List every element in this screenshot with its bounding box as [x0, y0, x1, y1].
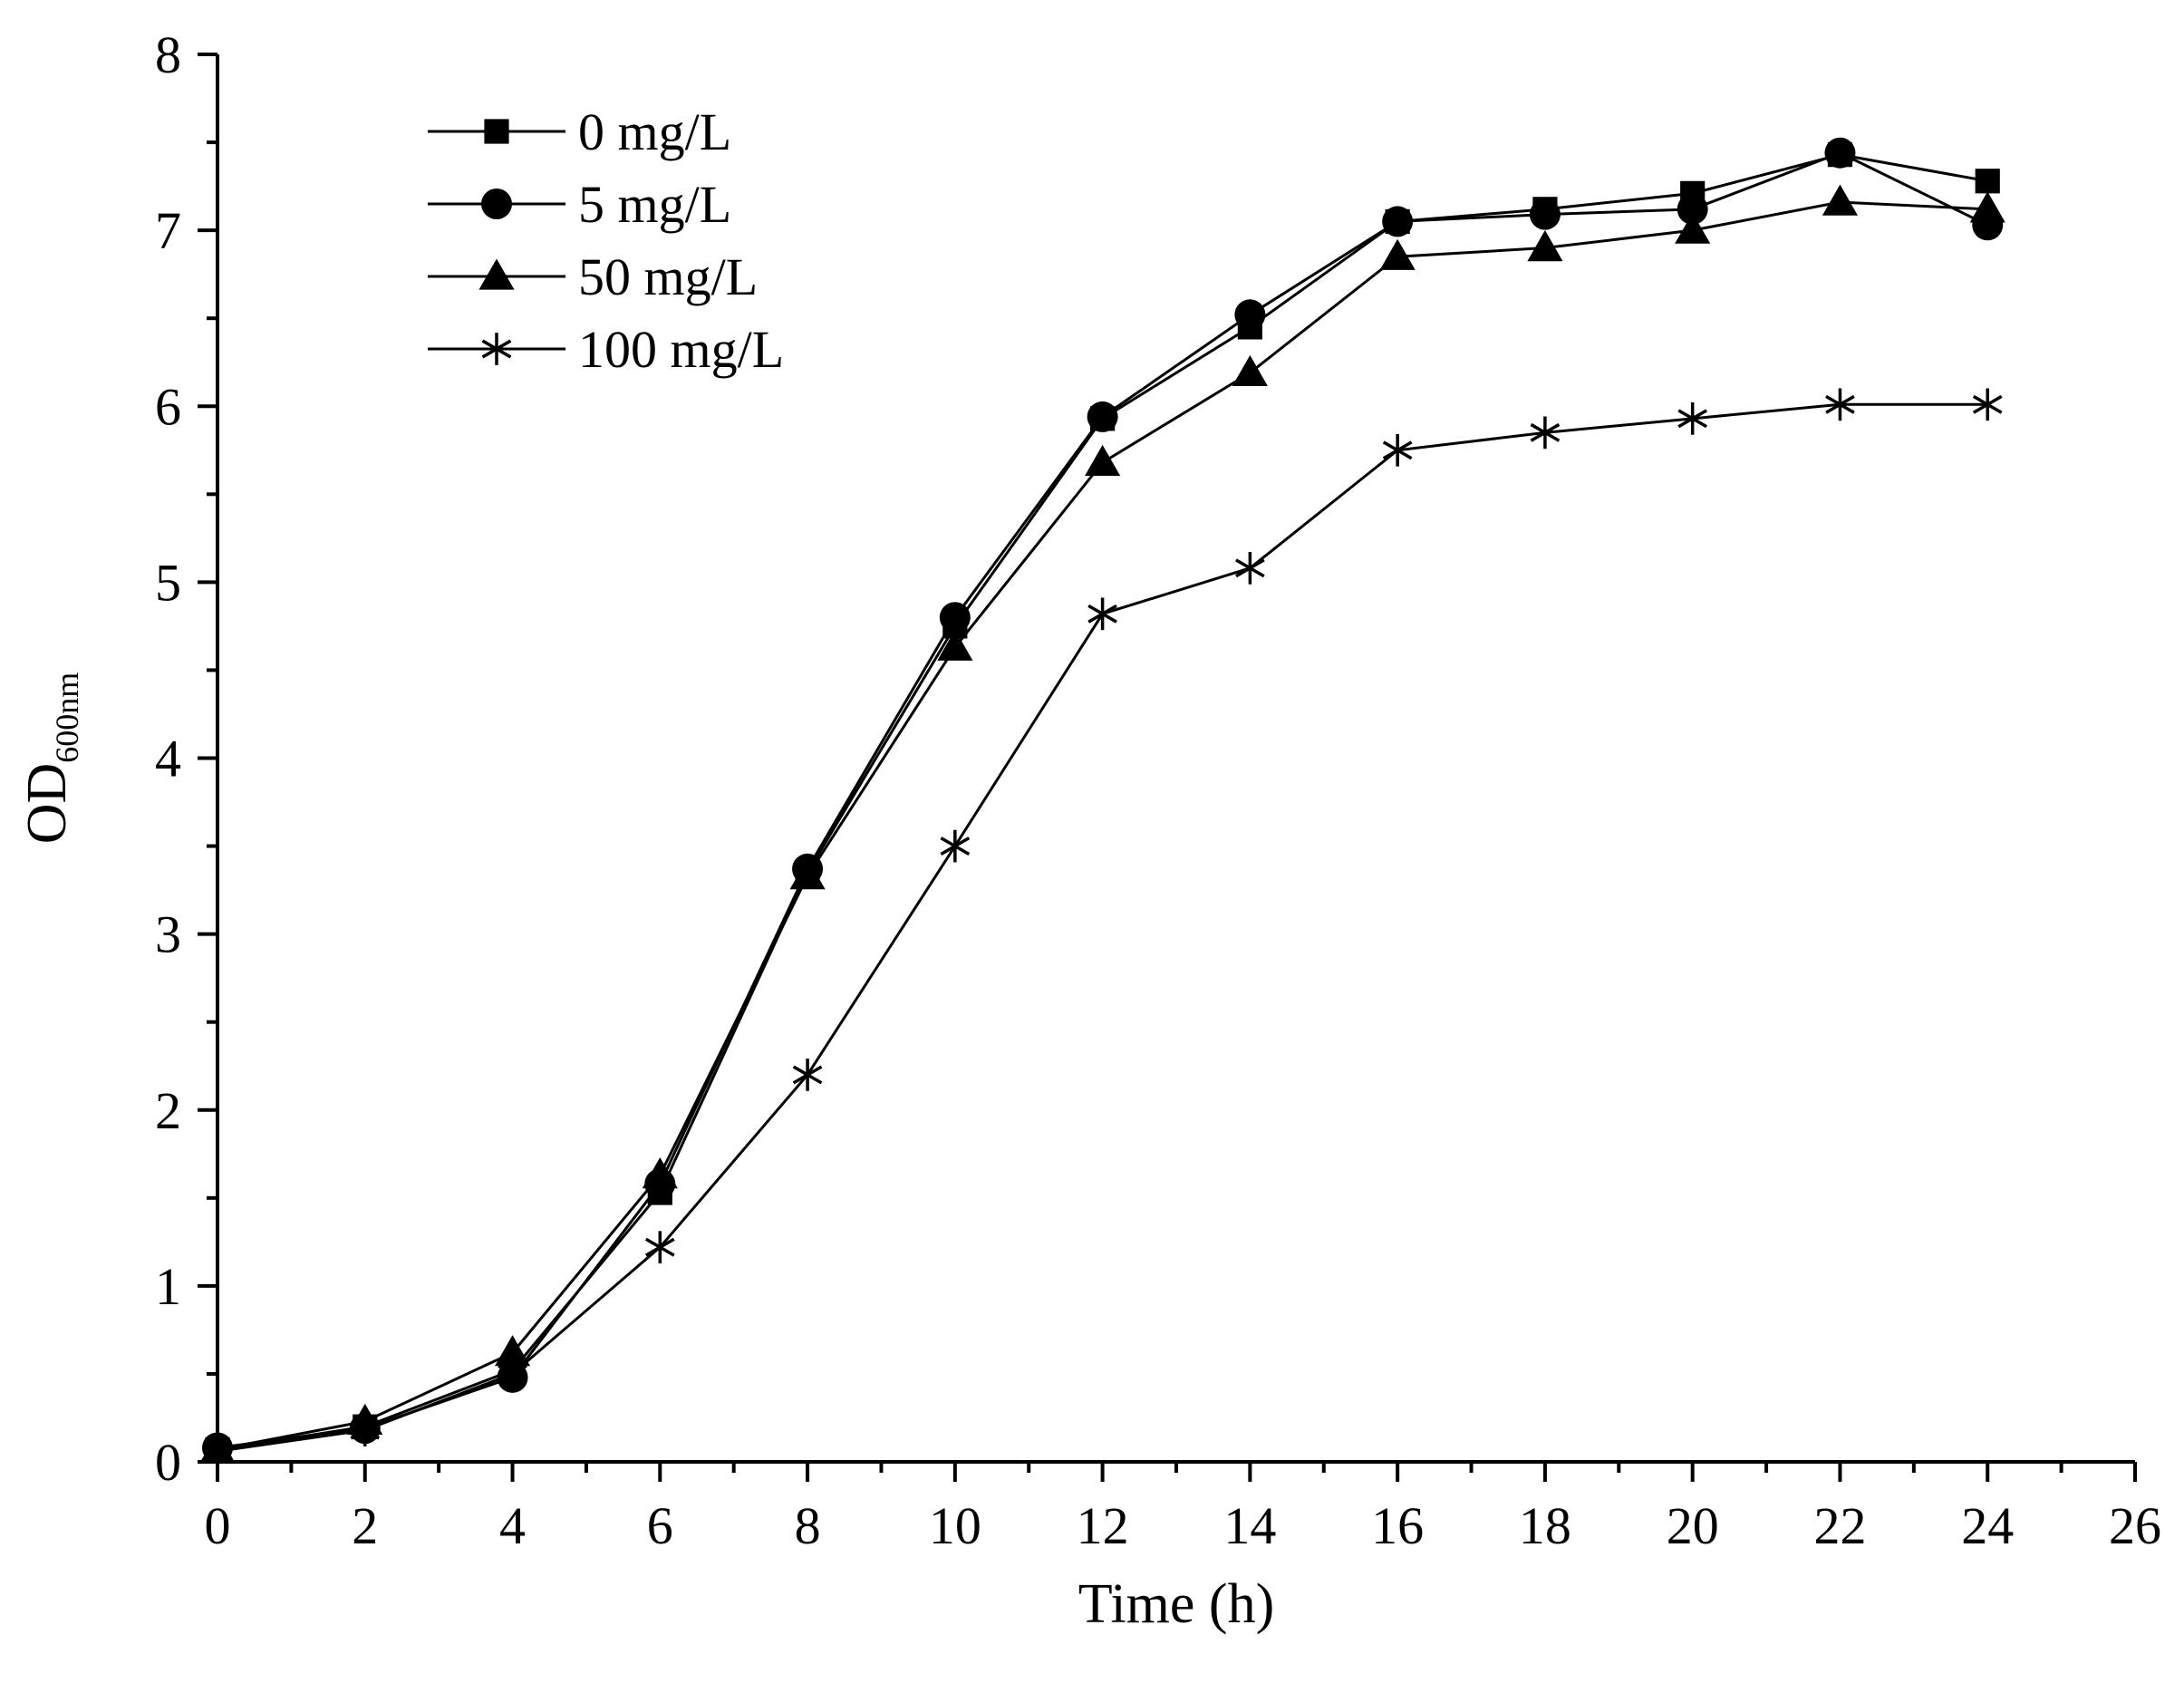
- y-tick-label-8: 8: [155, 25, 181, 84]
- y-axis-title: OD600nm: [16, 672, 85, 845]
- data-point-2-6: [1085, 444, 1121, 477]
- x-tick-label-24: 24: [1961, 1496, 2014, 1555]
- axes: [216, 54, 2135, 1464]
- legend: 0 mg/L 5 mg/L 50 mg/L 100 mg/L: [428, 102, 784, 379]
- star-stroke: [1087, 604, 1117, 624]
- y-tick-label-2: 2: [155, 1081, 181, 1140]
- y-tick-label-7: 7: [155, 201, 181, 260]
- x-tick-label-8: 8: [795, 1496, 821, 1555]
- y-tick-label-0: 0: [155, 1433, 181, 1492]
- series-3: [202, 388, 2003, 1468]
- x-tick-label-16: 16: [1371, 1496, 1424, 1555]
- series-line-1: [217, 151, 1988, 1449]
- data-point-3-10: [1677, 401, 1708, 435]
- x-axis-title: Time (h): [1078, 1573, 1274, 1635]
- data-point-3-12: [1972, 388, 2003, 421]
- data-point-2-11: [1822, 184, 1859, 216]
- data-point-1-9: [1529, 198, 1561, 230]
- x-tick-label-14: 14: [1223, 1496, 1276, 1555]
- y-axis-title-subscript: 600nm: [49, 672, 85, 763]
- legend-marker-circle: [481, 189, 512, 219]
- data-point-3-4: [792, 1059, 823, 1091]
- x-tick-label-18: 18: [1519, 1496, 1571, 1555]
- star-stroke: [1825, 394, 1855, 414]
- data-point-3-1: [350, 1414, 381, 1446]
- y-axis-title-main: OD: [16, 763, 78, 845]
- data-point-3-8: [1382, 433, 1413, 467]
- star-stroke: [1382, 440, 1413, 460]
- data-point-3-9: [1530, 416, 1561, 450]
- y-tick-label-3: 3: [155, 905, 181, 964]
- data-point-2-12: [1969, 191, 2005, 223]
- data-point-3-3: [644, 1231, 675, 1264]
- star-stroke: [1530, 422, 1561, 442]
- y-tick-label-1: 1: [155, 1257, 181, 1316]
- legend-marker-triangle: [478, 258, 515, 290]
- data-point-2-10: [1675, 212, 1711, 244]
- y-tick-label-5: 5: [155, 553, 181, 612]
- series-layer: [199, 137, 2005, 1468]
- star-stroke: [1972, 394, 2003, 414]
- data-point-2-9: [1527, 229, 1563, 262]
- data-point-1-8: [1382, 206, 1414, 237]
- legend-item-0: 0 mg/L: [428, 102, 731, 161]
- series-line-2: [217, 200, 1988, 1451]
- star-stroke: [350, 1420, 381, 1440]
- legend-label: 50 mg/L: [578, 247, 758, 306]
- legend-marker-star: [481, 333, 512, 365]
- data-point-3-0: [202, 1435, 233, 1468]
- legend-item-2: 50 mg/L: [428, 247, 758, 306]
- star-stroke: [644, 1237, 675, 1257]
- data-point-0-12: [1975, 169, 2000, 194]
- x-tick-label-0: 0: [205, 1496, 231, 1555]
- legend-item-1: 5 mg/L: [428, 175, 731, 234]
- star-stroke: [1235, 558, 1265, 578]
- legend-label: 100 mg/L: [578, 320, 784, 379]
- star-stroke: [940, 837, 971, 856]
- data-point-2-3: [642, 1157, 678, 1189]
- x-tick-label-20: 20: [1667, 1496, 1719, 1555]
- x-tick-label-12: 12: [1077, 1496, 1129, 1555]
- data-point-2-2: [494, 1335, 531, 1367]
- legend-label: 5 mg/L: [578, 175, 731, 234]
- star-stroke: [202, 1441, 233, 1461]
- series-0: [205, 142, 2000, 1463]
- x-tick-label-10: 10: [929, 1496, 981, 1555]
- series-1: [202, 137, 2004, 1464]
- x-tick-label-6: 6: [647, 1496, 673, 1555]
- data-point-1-5: [939, 602, 971, 634]
- y-tick-label-4: 4: [155, 730, 181, 788]
- star-stroke: [792, 1065, 823, 1085]
- legend-marker-square: [484, 119, 509, 144]
- data-point-2-8: [1379, 238, 1416, 270]
- data-point-3-5: [940, 829, 971, 863]
- data-point-3-2: [498, 1358, 527, 1390]
- x-tick-label-4: 4: [499, 1496, 526, 1555]
- star-stroke: [481, 339, 512, 359]
- data-point-1-6: [1087, 401, 1118, 432]
- data-point-3-6: [1087, 597, 1117, 631]
- data-point-2-7: [1232, 354, 1268, 387]
- legend-label: 0 mg/L: [578, 102, 731, 161]
- x-tick-label-2: 2: [352, 1496, 378, 1555]
- star-stroke: [1677, 409, 1708, 429]
- star-stroke: [498, 1364, 527, 1384]
- legend-item-3: 100 mg/L: [428, 320, 784, 379]
- data-point-3-11: [1825, 388, 1855, 421]
- y-tick-label-6: 6: [155, 377, 181, 436]
- data-point-2-5: [937, 629, 973, 661]
- data-point-3-7: [1235, 551, 1265, 585]
- data-point-1-7: [1234, 299, 1266, 331]
- data-point-2-4: [789, 858, 826, 890]
- data-point-1-11: [1824, 137, 1856, 169]
- data-point-1-10: [1677, 193, 1708, 225]
- series-line-3: [217, 402, 1988, 1453]
- series-2: [199, 184, 2005, 1464]
- x-tick-label-26: 26: [2109, 1496, 2161, 1555]
- x-tick-label-22: 22: [1813, 1496, 1866, 1555]
